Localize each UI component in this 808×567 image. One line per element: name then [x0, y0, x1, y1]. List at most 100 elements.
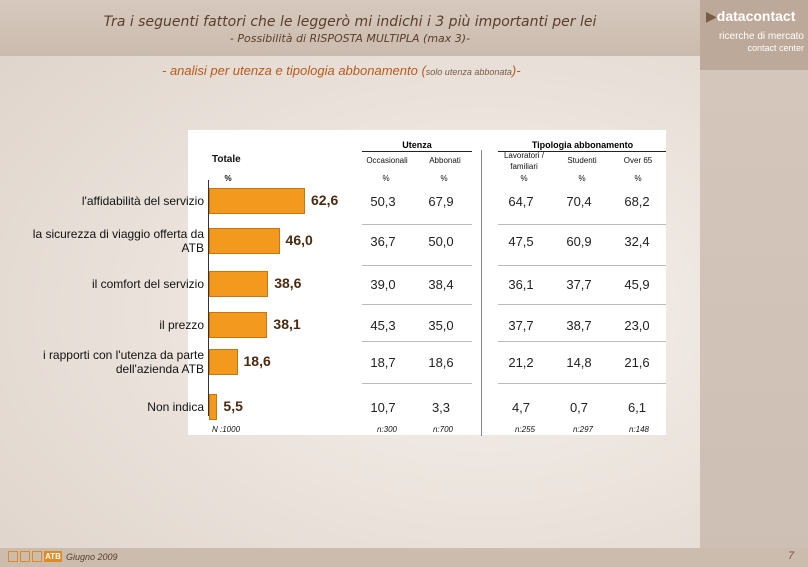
table-cell: 38,4 — [428, 277, 454, 292]
logo-panel — [700, 0, 808, 70]
footer-strip — [0, 548, 808, 567]
analysis-end: )- — [511, 63, 521, 78]
analysis-main: - analisi per utenza e tipologia abbonam… — [162, 63, 426, 78]
row-separator — [362, 383, 472, 384]
header-bar — [0, 0, 700, 56]
bar-mark — [209, 188, 305, 214]
row-separator — [498, 304, 666, 305]
col-header-over65: Over 65 — [623, 156, 653, 165]
logo-tagline-2: contact center — [747, 43, 804, 53]
row-separator — [362, 304, 472, 305]
category-label: i rapporti con l'utenza da parte dell'az… — [42, 348, 204, 376]
bar-value-label: 38,1 — [273, 316, 301, 332]
pct-studenti: % — [578, 174, 586, 183]
table-cell: 37,7 — [508, 318, 534, 333]
table-cell: 35,0 — [428, 318, 454, 333]
header-utenza: Utenza — [402, 140, 432, 150]
bar-value-label: 62,6 — [311, 192, 339, 208]
table-cell: 45,3 — [370, 318, 396, 333]
table-cell: 18,7 — [370, 355, 396, 370]
atb-logo-text: ATB — [44, 551, 62, 562]
table-cell: 32,4 — [624, 234, 650, 249]
header-tipologia-line — [498, 151, 666, 152]
category-label: l'affidabilità del servizio — [81, 194, 204, 208]
table-cell: 50,0 — [428, 234, 454, 249]
n-studenti: n:297 — [572, 425, 594, 434]
table-cell: 0,7 — [569, 400, 589, 415]
logo-contact: contact — [745, 8, 796, 24]
page-subtitle: - Possibilità di RISPOSTA MULTIPLA (max … — [229, 32, 471, 45]
row-separator — [362, 265, 472, 266]
table-cell: 45,9 — [624, 277, 650, 292]
bar-mark — [209, 271, 269, 297]
page-title: Tra i seguenti fattori che le leggerò mi… — [103, 14, 597, 30]
col-header-lavoratori: Lavoratori / familiari — [503, 151, 545, 171]
header-totale-pct: % — [224, 174, 232, 183]
col-header-abbonati: Abbonati — [429, 156, 461, 165]
col-header-occasionali: Occasionali — [366, 156, 408, 165]
logo-data: data — [716, 8, 746, 24]
pct-occasionali: % — [382, 174, 390, 183]
table-cell: 6,1 — [627, 400, 647, 415]
row-separator — [498, 224, 666, 225]
header-utenza-line — [362, 151, 472, 152]
footer-date: Giugno 2009 — [66, 552, 118, 562]
header-totale: Totale — [212, 154, 241, 165]
row-separator — [498, 383, 666, 384]
table-cell: 37,7 — [566, 277, 592, 292]
table-cell: 38,7 — [566, 318, 592, 333]
pct-over65: % — [634, 174, 642, 183]
table-cell: 18,6 — [428, 355, 454, 370]
column-divider — [481, 150, 482, 436]
bar-mark — [209, 228, 280, 254]
table-cell: 36,7 — [370, 234, 396, 249]
table-cell: 10,7 — [370, 400, 396, 415]
pct-abbonati: % — [440, 174, 448, 183]
category-label: Non indica — [147, 400, 204, 414]
bar-mark — [209, 394, 218, 420]
atb-logo: ATB — [8, 551, 62, 562]
bar-axis — [208, 180, 209, 416]
row-separator — [498, 341, 666, 342]
bar-value-label: 18,6 — [243, 353, 271, 369]
bar-mark — [209, 349, 238, 375]
bar-value-label: 38,6 — [274, 275, 302, 291]
table-cell: 50,3 — [370, 194, 396, 209]
table-cell: 4,7 — [511, 400, 531, 415]
row-separator — [362, 224, 472, 225]
datacontact-logo: ▶datacontact — [706, 8, 796, 24]
table-cell: 14,8 — [566, 355, 592, 370]
table-cell: 60,9 — [566, 234, 592, 249]
table-cell: 36,1 — [508, 277, 534, 292]
col-header-studenti: Studenti — [567, 156, 597, 165]
analysis-note: solo utenza abbonata — [425, 67, 512, 77]
table-cell: 47,5 — [508, 234, 534, 249]
table-cell: 68,2 — [624, 194, 650, 209]
right-decor-strip — [700, 70, 808, 560]
pct-lavoratori: % — [520, 174, 528, 183]
logo-tagline-1: ricerche di mercato — [718, 31, 804, 42]
n-lavoratori: n:255 — [514, 425, 536, 434]
n-over65: n:148 — [628, 425, 650, 434]
page-number: 7 — [788, 550, 795, 562]
n-abbonati: n:700 — [432, 425, 454, 434]
table-cell: 67,9 — [428, 194, 454, 209]
category-label: la sicurezza di viaggio offerta da ATB — [32, 227, 204, 255]
bar-mark — [209, 312, 268, 338]
n-totale: N :1000 — [212, 425, 241, 434]
row-separator — [362, 341, 472, 342]
table-cell: 70,4 — [566, 194, 592, 209]
category-label: il prezzo — [159, 318, 204, 332]
bar-value-label: 46,0 — [285, 232, 313, 248]
table-cell: 3,3 — [431, 400, 451, 415]
n-occasionali: n:300 — [376, 425, 398, 434]
bar-value-label: 5,5 — [223, 398, 243, 414]
table-cell: 23,0 — [624, 318, 650, 333]
header-tipologia: Tipologia abbonamento — [531, 140, 634, 150]
category-label: il comfort del servizio — [91, 277, 204, 291]
table-cell: 39,0 — [370, 277, 396, 292]
analysis-subtitle: - analisi per utenza e tipologia abbonam… — [162, 63, 521, 78]
table-cell: 21,2 — [508, 355, 534, 370]
table-cell: 64,7 — [508, 194, 534, 209]
table-cell: 21,6 — [624, 355, 650, 370]
